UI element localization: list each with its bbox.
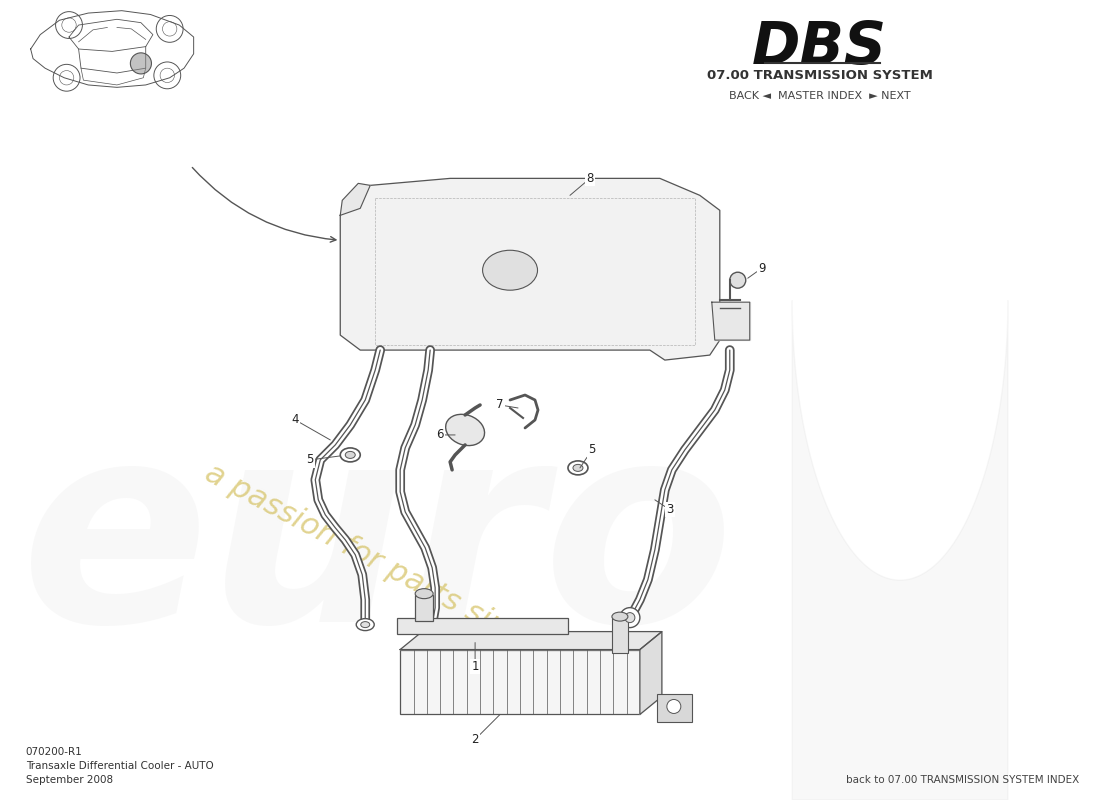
Ellipse shape <box>446 414 485 446</box>
Text: 4: 4 <box>292 414 330 440</box>
Ellipse shape <box>568 461 588 475</box>
Ellipse shape <box>340 448 360 462</box>
Polygon shape <box>712 302 750 340</box>
Circle shape <box>625 613 635 622</box>
Bar <box>400 650 640 714</box>
Ellipse shape <box>612 612 628 621</box>
Circle shape <box>620 608 640 628</box>
Text: 7: 7 <box>496 398 518 411</box>
Polygon shape <box>340 183 371 215</box>
Text: 5: 5 <box>307 454 340 466</box>
Bar <box>397 618 568 634</box>
Text: 2: 2 <box>471 714 501 746</box>
Text: 07.00 TRANSMISSION SYSTEM: 07.00 TRANSMISSION SYSTEM <box>706 69 933 82</box>
Ellipse shape <box>356 618 374 630</box>
Text: BACK ◄  MASTER INDEX  ► NEXT: BACK ◄ MASTER INDEX ► NEXT <box>729 90 911 101</box>
Text: 6: 6 <box>437 429 455 442</box>
Ellipse shape <box>573 464 583 471</box>
Ellipse shape <box>415 589 433 598</box>
Circle shape <box>729 272 746 288</box>
Ellipse shape <box>483 250 538 290</box>
Bar <box>657 694 692 722</box>
Text: September 2008: September 2008 <box>25 775 113 786</box>
Text: 3: 3 <box>654 500 673 516</box>
Text: back to 07.00 TRANSMISSION SYSTEM INDEX: back to 07.00 TRANSMISSION SYSTEM INDEX <box>846 775 1079 786</box>
Polygon shape <box>340 178 719 360</box>
Text: a passion for parts since 1985: a passion for parts since 1985 <box>200 458 622 701</box>
Text: Transaxle Differential Cooler - AUTO: Transaxle Differential Cooler - AUTO <box>25 762 213 771</box>
Polygon shape <box>400 631 662 650</box>
Text: 5: 5 <box>580 443 595 468</box>
Circle shape <box>131 53 152 74</box>
Polygon shape <box>640 631 662 714</box>
Text: 1: 1 <box>471 642 478 673</box>
Text: DBS: DBS <box>752 18 888 76</box>
Text: 9: 9 <box>748 262 766 278</box>
Bar <box>415 594 433 621</box>
Text: 070200-R1: 070200-R1 <box>25 747 82 758</box>
Text: 8: 8 <box>570 172 594 195</box>
Text: euro: euro <box>21 410 735 679</box>
Ellipse shape <box>361 622 370 628</box>
Ellipse shape <box>345 451 355 458</box>
Bar <box>612 618 628 653</box>
Circle shape <box>667 699 681 714</box>
